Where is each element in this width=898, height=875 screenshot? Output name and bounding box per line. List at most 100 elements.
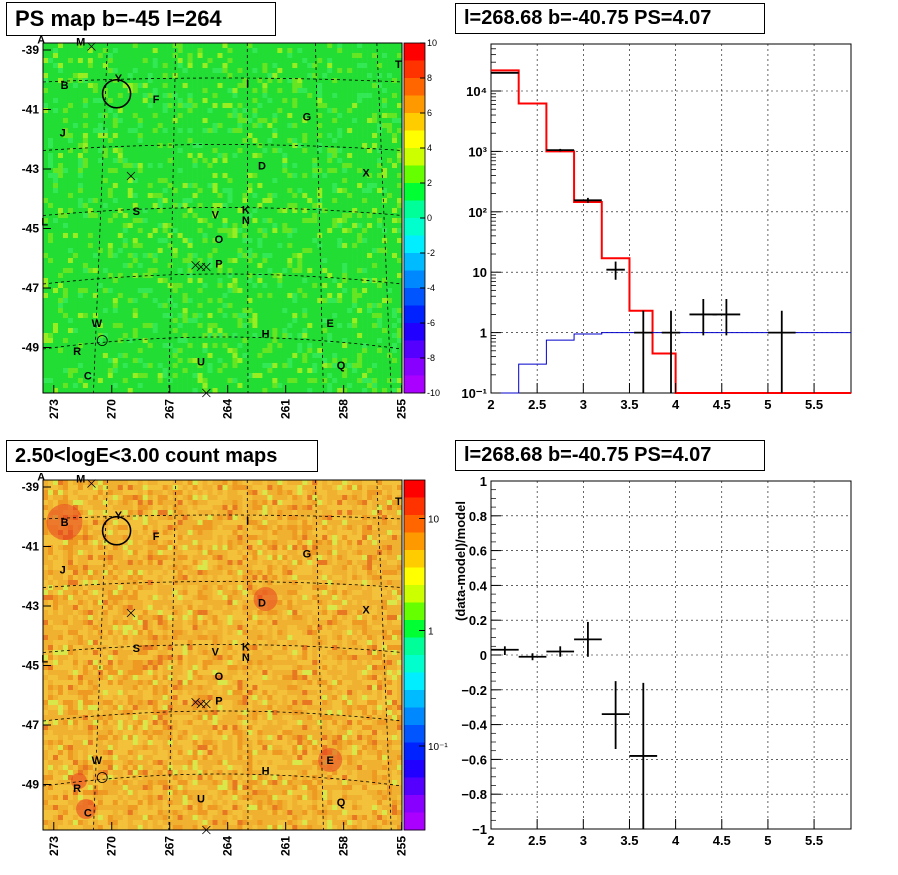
y-tick-label: 0 xyxy=(480,648,487,663)
source-cross xyxy=(202,699,211,709)
colorbar-segment xyxy=(404,532,425,551)
y-tick-label: -39 xyxy=(22,43,40,57)
x-tick-label: 264 xyxy=(221,399,235,419)
model-total-line xyxy=(491,69,851,394)
x-tick-label: 270 xyxy=(105,836,119,856)
map-pixels xyxy=(43,43,403,394)
colorbar-segment xyxy=(404,620,425,638)
x-tick-label: 2 xyxy=(487,397,494,412)
colorbar-segment xyxy=(404,60,425,79)
x-tick-label: 3.5 xyxy=(620,397,638,412)
source-label: C xyxy=(84,808,92,820)
source-label: T xyxy=(395,496,402,508)
map-pixels xyxy=(43,480,403,831)
spectrum-chart: 2 2.5 3 3.5 4 4.5 5 5.5 10⁻¹ 1 10 10² 10³ 10⁴ xyxy=(461,43,852,412)
colorbar-tick-label: -2 xyxy=(427,248,435,258)
source-label: K xyxy=(242,204,250,216)
longitude-line xyxy=(246,42,249,394)
source-label: D xyxy=(258,598,266,610)
source-label: L xyxy=(41,654,48,666)
y-tick-label: -49 xyxy=(22,778,40,792)
source-cross xyxy=(126,171,136,181)
source-cross xyxy=(191,260,200,270)
y-tick-label: −0.8 xyxy=(461,787,487,802)
x-tick-label: 255 xyxy=(395,836,409,856)
y-tick-label: −1 xyxy=(472,822,487,837)
source-label: R xyxy=(73,346,81,358)
x-tick-label: 261 xyxy=(279,399,293,419)
y-tick-label: 0.2 xyxy=(469,613,487,628)
colorbar-tick-label: 0 xyxy=(427,213,432,223)
latitude-line xyxy=(42,710,403,722)
map-frame xyxy=(42,479,403,831)
y-tick-label: 1 xyxy=(480,474,487,489)
colorbar-segment xyxy=(404,655,425,673)
residual-chart: 2 2.5 3 3.5 4 4.5 5 5.5 −1 −0.8 −0.6 −0.4 −0.2 0 0.2 0.… xyxy=(453,474,852,848)
x-tick-label: 258 xyxy=(337,836,351,856)
source-label: A xyxy=(37,472,45,484)
x-tick-label: 4 xyxy=(672,397,680,412)
colorbar-segment xyxy=(404,43,425,61)
y-tick-label: -41 xyxy=(22,540,40,554)
colorbar-segment xyxy=(404,795,425,813)
longitude-line xyxy=(93,479,108,831)
y-tick-label: -45 xyxy=(22,222,40,236)
source-label: U xyxy=(197,357,205,369)
source-label: V xyxy=(212,647,220,659)
hot-spot xyxy=(76,799,97,819)
source-label: J xyxy=(60,127,66,139)
source-label: F xyxy=(153,531,160,543)
colorbar-segment xyxy=(404,305,425,324)
latitude-line xyxy=(42,644,403,653)
hot-spot xyxy=(70,773,87,789)
y-tick-label: -39 xyxy=(22,480,40,494)
colorbar-segment xyxy=(404,288,425,306)
source-label: W xyxy=(92,755,103,767)
colorbar-segment xyxy=(404,480,425,498)
x-tick-label: 273 xyxy=(47,836,61,856)
colorbar-segment xyxy=(404,760,425,778)
y-tick-label: -41 xyxy=(22,103,40,117)
colorbar-segment xyxy=(404,602,425,621)
longitude-line xyxy=(246,479,249,831)
model-background-line xyxy=(491,332,851,394)
latitude-line xyxy=(42,773,403,787)
longitude-line xyxy=(168,42,177,394)
y-tick-label: 0.4 xyxy=(469,578,488,593)
x-tick-label: 5 xyxy=(764,397,771,412)
colorbar-segment xyxy=(404,200,425,219)
source-label: O xyxy=(215,671,224,683)
x-tick-label: 4 xyxy=(672,833,680,848)
colorbar-segment xyxy=(404,95,425,114)
longitude-line xyxy=(93,42,108,394)
x-tick-label: 267 xyxy=(163,399,177,419)
spectrum-title: l=268.68 b=-40.75 PS=4.07 xyxy=(455,3,765,34)
source-label: S xyxy=(133,643,140,655)
x-tick-label: 5 xyxy=(764,833,771,848)
source-label: J xyxy=(60,564,66,576)
colorbar-segment xyxy=(404,340,425,359)
y-axis-label: (data-model)/model xyxy=(453,501,468,621)
latitude-line xyxy=(42,207,403,216)
residual-title: l=268.68 b=-40.75 PS=4.07 xyxy=(455,440,765,471)
source-label: W xyxy=(92,318,103,330)
source-label: H xyxy=(262,329,270,341)
map-title-counts: 2.50<logE<3.00 count maps xyxy=(6,440,318,472)
count-map-chart: A M B Y F I T J G D X L S V KN O P W H E R U Q C -39 -41 -43 -45 -47… xyxy=(22,472,449,857)
colorbar-segment xyxy=(404,375,425,394)
source-label: V xyxy=(212,210,220,222)
y-tick-label: −0.2 xyxy=(461,683,487,698)
x-tick-label: 258 xyxy=(337,399,351,419)
source-label: Y xyxy=(115,73,123,85)
x-tick-label: 4.5 xyxy=(713,397,731,412)
colorbar-segment xyxy=(404,183,425,201)
colorbar-tick-label: -6 xyxy=(427,318,435,328)
selected-source-circle xyxy=(101,78,132,109)
colorbar-segment xyxy=(404,637,425,656)
source-cross xyxy=(87,42,96,51)
source-marker-circle xyxy=(96,335,108,346)
x-tick-label: 5.5 xyxy=(805,833,823,848)
colorbar-segment xyxy=(404,812,425,831)
colorbar-segment xyxy=(404,742,425,761)
colorbar-segment xyxy=(404,113,425,131)
